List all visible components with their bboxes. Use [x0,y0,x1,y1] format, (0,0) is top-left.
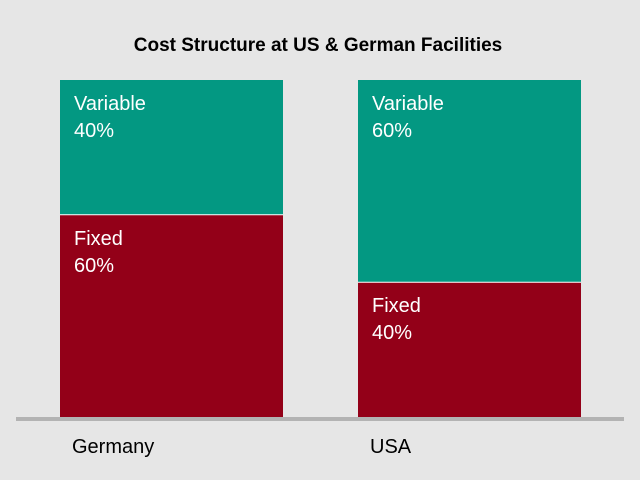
chart-title: Cost Structure at US & German Facilities [134,35,503,56]
bar-segment-germany-variable [60,80,283,215]
bar-segment-usa-fixed [358,282,581,417]
segment-name-label: Variable [372,93,444,115]
segment-value-label: 40% [74,120,114,142]
segment-value-label: 40% [372,322,412,344]
category-label-usa: USA [370,436,412,458]
bar-segment-germany-fixed [60,214,283,417]
category-label-germany: Germany [72,436,154,458]
segment-name-label: Fixed [74,228,123,250]
segment-name-label: Variable [74,93,146,115]
segment-name-label: Fixed [372,295,421,317]
segment-value-label: 60% [372,120,412,142]
segment-value-label: 60% [74,255,114,277]
bars-group: Fixed 60% Variable 40% Fixed 40% Variable 60% [60,80,581,417]
category-labels-group: Germany USA [72,436,412,458]
bar-segment-usa-variable [358,80,581,283]
